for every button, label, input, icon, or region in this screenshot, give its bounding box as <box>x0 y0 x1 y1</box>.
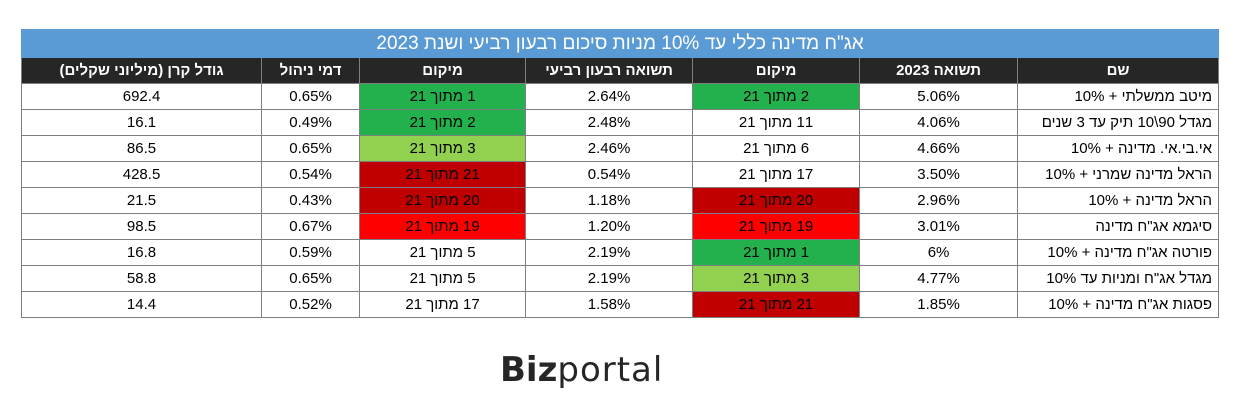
table-row: מיטב ממשלתי + 10% 5.06% 2 מתוך 21 2.64% 1 מת… <box>20 83 1220 110</box>
cell-yield-2023: 4.77% <box>859 265 1019 292</box>
bizportal-logo: Bizportal <box>500 350 730 390</box>
cell-yield-q4: 1.58% <box>525 291 694 318</box>
cell-yield-2023: 6% <box>859 239 1019 266</box>
cell-management-fee: 0.65% <box>261 83 361 110</box>
cell-fund-name: פורטה אג"ח מדינה + 10% <box>1017 239 1220 266</box>
cell-fund-name: פסגות אג"ח מדינה + 10% <box>1017 291 1220 318</box>
cell-yield-2023: 1.85% <box>859 291 1019 318</box>
table-row: הראל מדינה + 10% 2.96% 20 מתוך 21 1.18% 20 מ… <box>20 187 1220 214</box>
header-name: שם <box>1017 57 1220 84</box>
cell-rank-q4: 21 מתוך 21 <box>359 161 527 188</box>
cell-rank-q4: 2 מתוך 21 <box>359 109 527 136</box>
cell-yield-q4: 2.46% <box>525 135 694 162</box>
header-rank-2023: מיקום <box>692 57 861 84</box>
cell-rank-q4: 5 מתוך 21 <box>359 265 527 292</box>
cell-fund-size: 98.5 <box>20 213 263 240</box>
cell-rank-q4: 19 מתוך 21 <box>359 213 527 240</box>
cell-management-fee: 0.52% <box>261 291 361 318</box>
table-row: סיגמא אג"ח מדינה 3.01% 19 מתוך 21 1.20% 19 מ… <box>20 213 1220 240</box>
cell-rank-2023: 11 מתוך 21 <box>692 109 861 136</box>
cell-fund-size: 58.8 <box>20 265 263 292</box>
cell-fund-size: 16.8 <box>20 239 263 266</box>
cell-management-fee: 0.67% <box>261 213 361 240</box>
table-title: אג"ח מדינה כללי עד 10% מניות סיכום רבעון… <box>20 29 1220 58</box>
header-fund-size: גודל קרן (מיליוני שקלים) <box>20 57 263 84</box>
cell-rank-q4: 20 מתוך 21 <box>359 187 527 214</box>
header-rank-q4: מיקום <box>359 57 527 84</box>
cell-yield-q4: 0.54% <box>525 161 694 188</box>
table-row: הראל מדינה שמרני + 10% 3.50% 17 מתוך 21 0.5… <box>20 161 1220 188</box>
cell-yield-2023: 3.01% <box>859 213 1019 240</box>
cell-fund-name: הראל מדינה שמרני + 10% <box>1017 161 1220 188</box>
header-yield-q4: תשואה רבעון רביעי <box>525 57 694 84</box>
logo-light-part: portal <box>557 350 664 390</box>
cell-rank-2023: 19 מתוך 21 <box>692 213 861 240</box>
cell-management-fee: 0.65% <box>261 135 361 162</box>
cell-rank-2023: 2 מתוך 21 <box>692 83 861 110</box>
header-yield-2023: תשואה 2023 <box>859 57 1019 84</box>
cell-rank-2023: 21 מתוך 21 <box>692 291 861 318</box>
cell-yield-2023: 2.96% <box>859 187 1019 214</box>
table-row: מגדל 90\10 תיק עד 3 שנים 4.06% 11 מתוך 21 2… <box>20 109 1220 136</box>
cell-rank-2023: 20 מתוך 21 <box>692 187 861 214</box>
cell-rank-2023: 6 מתוך 21 <box>692 135 861 162</box>
cell-yield-q4: 1.18% <box>525 187 694 214</box>
cell-rank-2023: 17 מתוך 21 <box>692 161 861 188</box>
cell-rank-q4: 1 מתוך 21 <box>359 83 527 110</box>
table-row: פסגות אג"ח מדינה + 10% 1.85% 21 מתוך 21 1.5… <box>20 291 1220 318</box>
cell-fund-name: סיגמא אג"ח מדינה <box>1017 213 1220 240</box>
cell-fund-size: 428.5 <box>20 161 263 188</box>
cell-fund-name: מגדל 90\10 תיק עד 3 שנים <box>1017 109 1220 136</box>
cell-fund-size: 692.4 <box>20 83 263 110</box>
cell-rank-2023: 1 מתוך 21 <box>692 239 861 266</box>
cell-yield-2023: 4.66% <box>859 135 1019 162</box>
cell-management-fee: 0.54% <box>261 161 361 188</box>
cell-fund-name: מגדל אג"ח ומניות עד 10% <box>1017 265 1220 292</box>
cell-yield-q4: 1.20% <box>525 213 694 240</box>
summary-table-container: אג"ח מדינה כללי עד 10% מניות סיכום רבעון… <box>20 29 1220 318</box>
cell-rank-q4: 3 מתוך 21 <box>359 135 527 162</box>
fund-summary-table: אג"ח מדינה כללי עד 10% מניות סיכום רבעון… <box>20 29 1220 318</box>
cell-management-fee: 0.59% <box>261 239 361 266</box>
cell-yield-2023: 3.50% <box>859 161 1019 188</box>
cell-rank-q4: 5 מתוך 21 <box>359 239 527 266</box>
cell-fund-size: 16.1 <box>20 109 263 136</box>
cell-yield-2023: 5.06% <box>859 83 1019 110</box>
header-management-fee: דמי ניהול <box>261 57 361 84</box>
table-body: מיטב ממשלתי + 10% 5.06% 2 מתוך 21 2.64% 1 מת… <box>20 83 1220 318</box>
cell-fund-size: 86.5 <box>20 135 263 162</box>
cell-fund-name: מיטב ממשלתי + 10% <box>1017 83 1220 110</box>
cell-yield-q4: 2.64% <box>525 83 694 110</box>
cell-yield-q4: 2.48% <box>525 109 694 136</box>
cell-fund-name: אי.בי.אי. מדינה + 10% <box>1017 135 1220 162</box>
cell-management-fee: 0.65% <box>261 265 361 292</box>
table-row: אי.בי.אי. מדינה + 10% 4.66% 6 מתוך 21 2.46%… <box>20 135 1220 162</box>
cell-fund-size: 21.5 <box>20 187 263 214</box>
cell-rank-q4: 17 מתוך 21 <box>359 291 527 318</box>
cell-yield-2023: 4.06% <box>859 109 1019 136</box>
cell-fund-name: הראל מדינה + 10% <box>1017 187 1220 214</box>
cell-fund-size: 14.4 <box>20 291 263 318</box>
table-row: מגדל אג"ח ומניות עד 10% 4.77% 3 מתוך 21 2.1… <box>20 265 1220 292</box>
cell-rank-2023: 3 מתוך 21 <box>692 265 861 292</box>
cell-yield-q4: 2.19% <box>525 239 694 266</box>
cell-management-fee: 0.49% <box>261 109 361 136</box>
logo-bold-part: Biz <box>500 350 558 390</box>
cell-management-fee: 0.43% <box>261 187 361 214</box>
cell-yield-q4: 2.19% <box>525 265 694 292</box>
table-row: פורטה אג"ח מדינה + 10% 6% 1 מתוך 21 2.19% 5 … <box>20 239 1220 266</box>
header-row: שם תשואה 2023 מיקום תשואה רבעון רביעי מי… <box>20 57 1220 84</box>
